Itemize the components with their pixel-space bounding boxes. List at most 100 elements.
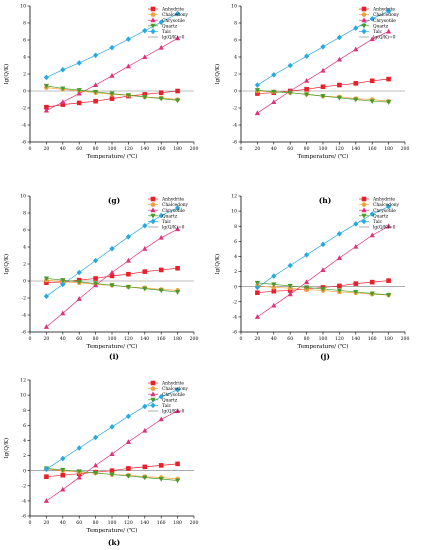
data-point-quartz (369, 291, 375, 297)
data-point-quartz (76, 469, 82, 475)
legend-entry: Quartz (373, 24, 389, 29)
y-tick-label: 8 (23, 21, 26, 27)
legend-entry: Anhydrite (161, 8, 184, 13)
legend-marker (361, 6, 367, 12)
x-axis-label: Temperature/ (℃) (298, 343, 349, 350)
x-tick-label: 40 (271, 146, 277, 152)
data-point-chrysotile (175, 226, 181, 232)
data-point-anhydrite (142, 92, 148, 97)
y-tick-label: 0 (234, 284, 237, 290)
x-tick-label: 20 (43, 336, 49, 342)
y-tick-label: 6 (23, 228, 26, 234)
data-point-talc (353, 25, 359, 31)
data-point-anhydrite (175, 88, 180, 94)
legend-marker (361, 23, 367, 29)
y-tick-label: -2 (22, 483, 27, 489)
legend-marker (150, 28, 156, 35)
legend-entry: Anhydrite (372, 198, 395, 203)
data-point-quartz (320, 94, 326, 99)
y-tick-label: -2 (22, 296, 27, 302)
x-tick-label: 60 (287, 146, 293, 152)
legend-entry-reference: lg(Q/K)=0 (373, 226, 396, 231)
data-point-chrysotile (93, 82, 99, 88)
data-point-anhydrite (109, 468, 115, 473)
legend-marker (150, 12, 156, 17)
legend-marker (150, 386, 156, 391)
x-tick-label: 20 (254, 146, 260, 152)
y-tick-label: 4 (23, 245, 26, 251)
data-point-chrysotile (386, 223, 392, 229)
x-tick-label: 200 (190, 336, 199, 342)
y-tick-label: 10 (20, 194, 26, 200)
data-point-chrysotile (353, 243, 359, 249)
x-tick-label: 60 (287, 336, 293, 342)
x-tick-label: 0 (29, 336, 32, 342)
x-axis-label: Temperature/ (℃) (87, 153, 138, 160)
data-point-talc (125, 413, 131, 420)
data-point-talc (43, 466, 49, 472)
legend-entry: Quartz (162, 24, 178, 29)
y-tick-label: -2 (233, 299, 238, 305)
data-point-anhydrite (353, 81, 359, 86)
x-tick-label: 180 (384, 336, 393, 342)
legend-entry: Anhydrite (161, 382, 184, 387)
y-tick-label: 12 (231, 194, 237, 200)
legend-marker (150, 17, 156, 23)
legend-entry: Chalcedony (162, 203, 189, 208)
data-point-chrysotile (271, 99, 277, 105)
x-tick-label: 20 (254, 336, 260, 342)
legend-entry: Talc (373, 30, 383, 35)
data-point-chrysotile (158, 234, 164, 240)
data-point-anhydrite (175, 265, 180, 271)
x-tick-label: 40 (60, 336, 66, 342)
y-tick-label: -2 (233, 106, 238, 112)
legend-marker (150, 202, 156, 207)
x-tick-label: 180 (173, 146, 182, 152)
x-tick-label: 100 (319, 336, 328, 342)
data-point-anhydrite (44, 280, 49, 285)
data-point-chrysotile (175, 408, 181, 413)
legend-marker (361, 28, 367, 35)
y-tick-label: 0 (23, 89, 26, 95)
data-point-quartz (93, 470, 99, 476)
data-point-quartz (254, 280, 260, 286)
y-tick-label: 6 (23, 423, 26, 429)
x-tick-label: 140 (140, 146, 149, 152)
data-point-chrysotile (386, 28, 392, 34)
data-point-chrysotile (142, 54, 148, 59)
data-point-talc (109, 245, 115, 252)
data-point-talc (320, 44, 326, 50)
data-point-anhydrite (44, 474, 49, 480)
x-tick-label: 180 (173, 336, 182, 342)
x-tick-label: 100 (319, 146, 328, 152)
data-point-quartz (60, 278, 66, 283)
data-point-anhydrite (304, 87, 309, 92)
data-point-quartz (336, 95, 342, 101)
data-point-quartz (175, 478, 181, 484)
data-point-anhydrite (158, 267, 164, 273)
x-axis-label: Temperature/ (℃) (87, 527, 138, 534)
x-tick-label: 80 (93, 520, 99, 526)
x-tick-label: 160 (157, 336, 166, 342)
data-point-talc (60, 455, 66, 462)
data-point-talc (60, 281, 66, 288)
data-point-chrysotile (287, 291, 293, 297)
x-tick-label: 60 (76, 146, 82, 152)
data-point-anhydrite (126, 271, 131, 277)
data-point-talc (93, 257, 99, 264)
data-point-anhydrite (337, 82, 342, 88)
data-point-chrysotile (320, 267, 326, 273)
data-point-talc (158, 212, 164, 219)
chart-panel: 0 20 40 60 80 100 120 140 160 180 200 -6 -4 -2 0 2 4 6 8 10… (214, 194, 409, 361)
data-point-chrysotile (271, 302, 277, 308)
legend-entry: Anhydrite (372, 8, 395, 13)
data-point-anhydrite (369, 78, 375, 84)
data-point-talc (336, 34, 342, 41)
x-tick-label: 100 (108, 520, 117, 526)
data-point-chrysotile (320, 67, 326, 73)
data-point-chrysotile (336, 255, 342, 260)
legend-entry: Talc (162, 30, 172, 35)
data-point-talc (76, 445, 82, 451)
data-point-chrysotile (76, 296, 82, 301)
